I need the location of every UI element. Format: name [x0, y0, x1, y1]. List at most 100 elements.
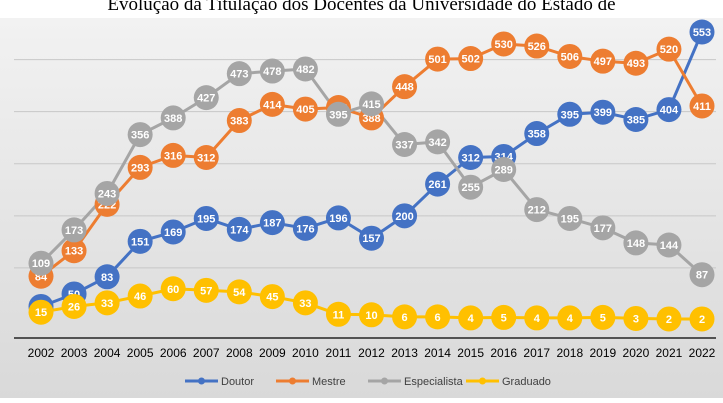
data-label: 151 [131, 236, 149, 248]
data-label: 255 [461, 182, 479, 194]
data-point [656, 97, 682, 123]
data-point [94, 180, 120, 206]
data-point [689, 306, 715, 332]
data-label: 289 [495, 164, 513, 176]
data-point [590, 99, 616, 125]
data-label: 383 [230, 116, 248, 128]
data-point [359, 91, 384, 117]
data-label: 133 [65, 246, 83, 258]
data-label: 15 [35, 307, 47, 319]
x-tick-label: 2010 [292, 346, 319, 360]
data-point [557, 205, 583, 231]
x-tick-label: 2006 [160, 346, 187, 360]
data-label: 4 [468, 313, 475, 325]
data-label: 87 [696, 270, 708, 282]
data-point [590, 215, 616, 241]
data-label: 187 [263, 218, 281, 230]
x-tick-label: 2011 [326, 346, 352, 360]
data-label: 530 [495, 39, 513, 51]
data-label: 33 [101, 298, 113, 310]
series-points: 2650831511691951741871761961572002613123… [28, 19, 715, 332]
data-label: 10 [365, 310, 377, 322]
data-label: 60 [167, 284, 179, 296]
legend-marker [479, 377, 486, 385]
legend-marker [381, 377, 388, 385]
data-point [689, 19, 715, 45]
data-point [226, 61, 252, 87]
data-point [425, 46, 451, 72]
data-point [689, 93, 715, 119]
data-point [590, 48, 616, 74]
data-label: 337 [395, 139, 413, 151]
data-label: 6 [401, 312, 407, 324]
legend-label: Graduado [502, 376, 551, 388]
x-tick-label: 2017 [523, 346, 550, 360]
data-point [193, 205, 219, 231]
data-point [458, 145, 484, 171]
x-tick-label: 2014 [424, 346, 451, 360]
data-point [491, 304, 517, 330]
data-label: 448 [395, 82, 413, 94]
data-label: 493 [627, 58, 645, 70]
chart-title: Evolução da Titulação dos Docentes da Un… [107, 0, 616, 15]
data-label: 157 [362, 233, 380, 245]
data-point [392, 203, 418, 229]
data-label: 385 [627, 114, 645, 126]
data-label: 57 [200, 285, 212, 297]
data-point [590, 304, 616, 330]
data-label: 501 [428, 54, 446, 66]
data-label: 2 [699, 314, 705, 326]
data-label: 520 [660, 44, 678, 56]
x-tick-label: 2022 [689, 346, 716, 360]
data-point [689, 262, 715, 288]
data-point [259, 58, 285, 84]
data-point [623, 305, 649, 331]
data-point [94, 264, 120, 290]
data-point [524, 305, 550, 331]
legend-item-doutor: Doutor [185, 376, 254, 388]
data-point [127, 228, 153, 254]
data-label: 411 [693, 101, 711, 113]
x-tick-label: 2009 [259, 346, 286, 360]
data-label: 6 [435, 312, 441, 324]
x-tick-label: 2008 [226, 346, 253, 360]
data-label: 196 [329, 213, 347, 225]
legend-label: Mestre [312, 376, 346, 388]
data-label: 502 [461, 54, 479, 66]
data-label: 414 [263, 99, 282, 111]
data-label: 356 [131, 130, 149, 142]
data-label: 293 [131, 162, 149, 174]
data-label: 3 [633, 313, 639, 325]
data-label: 212 [528, 205, 546, 217]
data-point [292, 56, 318, 82]
data-point [458, 46, 484, 72]
data-point [557, 101, 583, 127]
data-label: 497 [594, 56, 612, 68]
data-label: 312 [461, 153, 479, 165]
data-point [193, 85, 219, 111]
data-label: 478 [263, 66, 281, 78]
data-point [127, 154, 153, 180]
data-point [623, 230, 649, 256]
data-point [259, 284, 285, 310]
data-point [491, 156, 517, 182]
data-label: 26 [68, 301, 80, 313]
legend-label: Doutor [221, 376, 254, 388]
data-point [359, 302, 384, 328]
legend-item-especialista: Especialista [368, 376, 464, 388]
data-label: 261 [428, 179, 446, 191]
data-point [226, 216, 252, 242]
data-point [392, 74, 418, 100]
data-point [160, 276, 186, 302]
data-point [656, 36, 682, 62]
x-tick-label: 2002 [28, 346, 55, 360]
data-point [359, 225, 384, 251]
data-label: 144 [660, 240, 679, 252]
x-tick-label: 2004 [94, 346, 121, 360]
data-point [557, 305, 583, 331]
data-label: 405 [296, 104, 314, 116]
data-label: 5 [501, 312, 507, 324]
data-point [392, 131, 418, 157]
data-label: 33 [299, 298, 311, 310]
